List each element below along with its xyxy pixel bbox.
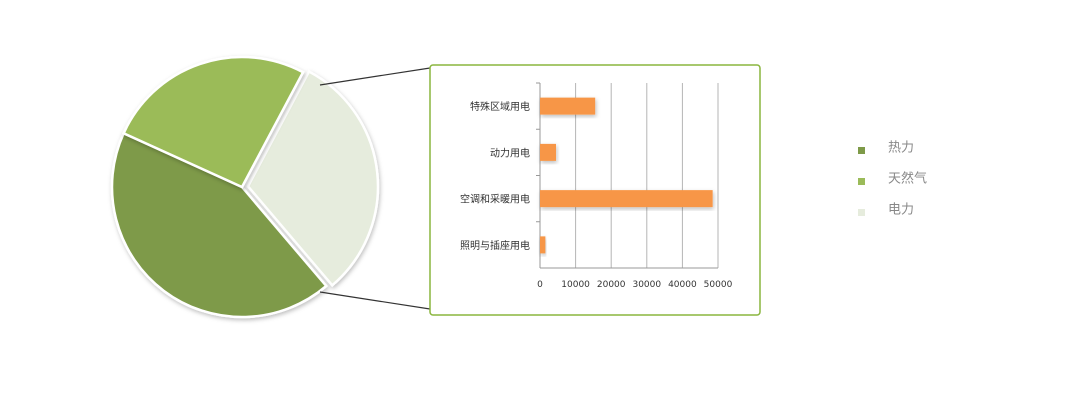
bar xyxy=(540,190,713,208)
bar-chart-frame xyxy=(429,64,761,316)
bar-chart: 0 10000 20000 30000 40000 50000 特殊区域用电动力用电空调和采… xyxy=(460,82,733,290)
pie-slice-2 xyxy=(110,131,329,319)
bar xyxy=(540,236,546,254)
pie-slice-3 xyxy=(121,55,305,189)
bar xyxy=(540,143,557,161)
connector-line-top xyxy=(319,67,431,86)
legend-swatch xyxy=(858,147,865,154)
y-category-label: 空调和采暖用电 xyxy=(460,193,530,206)
bar xyxy=(540,97,596,115)
connector-line-bottom xyxy=(319,291,431,310)
legend-swatch xyxy=(858,209,865,216)
y-category-label: 动力用电 xyxy=(490,146,530,159)
x-tick-label: 50000 xyxy=(704,280,733,290)
pie-slice-1 xyxy=(246,69,380,288)
x-tick-label: 40000 xyxy=(668,280,697,290)
legend-label: 电力 xyxy=(888,203,914,218)
x-tick-label: 0 xyxy=(537,280,543,290)
y-category-label: 特殊区域用电 xyxy=(470,100,530,113)
legend-label: 热力 xyxy=(888,141,914,156)
x-tick-label: 10000 xyxy=(561,280,590,290)
x-tick-label: 20000 xyxy=(597,280,626,290)
y-category-label: 照明与插座用电 xyxy=(460,239,530,252)
pie-chart xyxy=(110,55,380,319)
legend-swatch xyxy=(858,178,865,185)
legend-label: 天然气 xyxy=(888,171,927,187)
x-tick-label: 30000 xyxy=(632,280,661,290)
